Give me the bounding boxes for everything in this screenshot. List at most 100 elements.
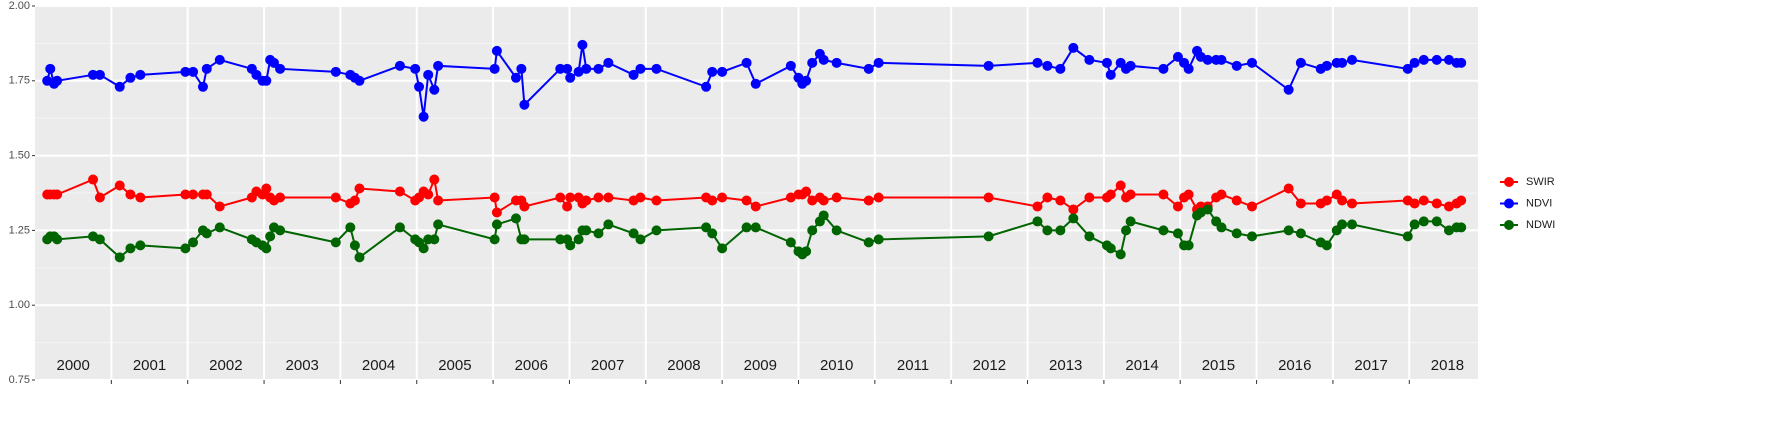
- point: [873, 57, 884, 68]
- point: [268, 57, 279, 68]
- x-tick-label: 2009: [744, 357, 777, 374]
- point: [741, 222, 752, 233]
- point: [1409, 57, 1420, 68]
- point: [511, 213, 521, 224]
- point: [863, 237, 874, 248]
- point: [1084, 192, 1095, 203]
- point: [635, 234, 646, 245]
- point: [394, 60, 405, 71]
- point: [394, 186, 405, 197]
- point: [717, 243, 728, 254]
- point: [873, 234, 884, 245]
- point: [1402, 63, 1413, 74]
- legend-label: SWIR: [1526, 176, 1555, 188]
- point: [1125, 60, 1136, 71]
- x-tick-label: 2007: [591, 357, 624, 374]
- point: [1431, 216, 1442, 227]
- point: [1183, 63, 1194, 74]
- y-tick-label: 2.00: [9, 0, 30, 12]
- point: [801, 75, 812, 86]
- point: [593, 192, 604, 203]
- point: [1295, 228, 1306, 239]
- point: [1202, 54, 1213, 65]
- x-tick-label: 2002: [209, 357, 242, 374]
- point: [114, 81, 125, 92]
- point: [593, 63, 604, 74]
- x-tick-label: 2018: [1431, 357, 1464, 374]
- point: [562, 63, 573, 74]
- point: [1431, 54, 1442, 65]
- point: [188, 66, 199, 77]
- x-tick-label: 2010: [820, 357, 853, 374]
- point: [429, 174, 440, 185]
- point: [354, 183, 365, 194]
- point: [573, 234, 584, 245]
- point: [1121, 225, 1132, 236]
- point: [707, 66, 718, 77]
- point: [635, 63, 646, 74]
- point: [1172, 51, 1183, 62]
- point: [125, 243, 136, 254]
- point: [785, 192, 796, 203]
- point: [354, 252, 365, 263]
- point: [701, 81, 712, 92]
- point: [565, 240, 576, 251]
- point: [1202, 204, 1213, 215]
- point: [1231, 195, 1242, 206]
- point: [275, 225, 286, 236]
- point: [1402, 231, 1413, 242]
- point: [519, 234, 530, 245]
- point: [125, 72, 136, 83]
- x-tick-label: 2003: [286, 357, 319, 374]
- point: [593, 228, 604, 239]
- x-tick-label: 2000: [56, 357, 89, 374]
- point: [330, 237, 341, 248]
- x-tick-label: 2005: [438, 357, 471, 374]
- legend-key: [1504, 220, 1514, 230]
- point: [1068, 213, 1079, 224]
- point: [394, 222, 405, 233]
- point: [581, 63, 592, 74]
- point: [354, 75, 365, 86]
- point: [1042, 60, 1053, 71]
- point: [489, 192, 500, 203]
- point: [1409, 219, 1420, 230]
- point: [983, 192, 994, 203]
- point: [1418, 195, 1429, 206]
- point: [1158, 189, 1169, 200]
- x-tick-label: 2004: [362, 357, 395, 374]
- point: [562, 201, 573, 212]
- legend-label: NDVI: [1526, 197, 1552, 209]
- point: [603, 219, 614, 230]
- point: [818, 54, 829, 65]
- point: [1247, 201, 1258, 212]
- point: [1295, 198, 1306, 209]
- point: [603, 57, 614, 68]
- point: [1158, 225, 1169, 236]
- point: [1216, 54, 1227, 65]
- point: [201, 189, 212, 200]
- point: [741, 57, 752, 68]
- point: [1321, 60, 1332, 71]
- point: [1158, 63, 1169, 74]
- y-tick-label: 1.75: [9, 75, 30, 87]
- point: [801, 186, 812, 197]
- point: [261, 243, 272, 254]
- point: [831, 192, 842, 203]
- point: [1125, 189, 1136, 200]
- point: [418, 111, 429, 122]
- y-tick-label: 1.00: [9, 299, 30, 311]
- point: [555, 63, 566, 74]
- point: [1337, 195, 1348, 206]
- point: [1115, 249, 1126, 260]
- x-tick-label: 2008: [667, 357, 700, 374]
- x-tick-label: 2014: [1125, 357, 1158, 374]
- point: [1068, 42, 1079, 53]
- point: [603, 192, 614, 203]
- point: [1321, 240, 1332, 251]
- point: [188, 237, 199, 248]
- point: [433, 195, 444, 206]
- point: [651, 63, 662, 74]
- point: [1283, 183, 1294, 194]
- point: [180, 66, 191, 77]
